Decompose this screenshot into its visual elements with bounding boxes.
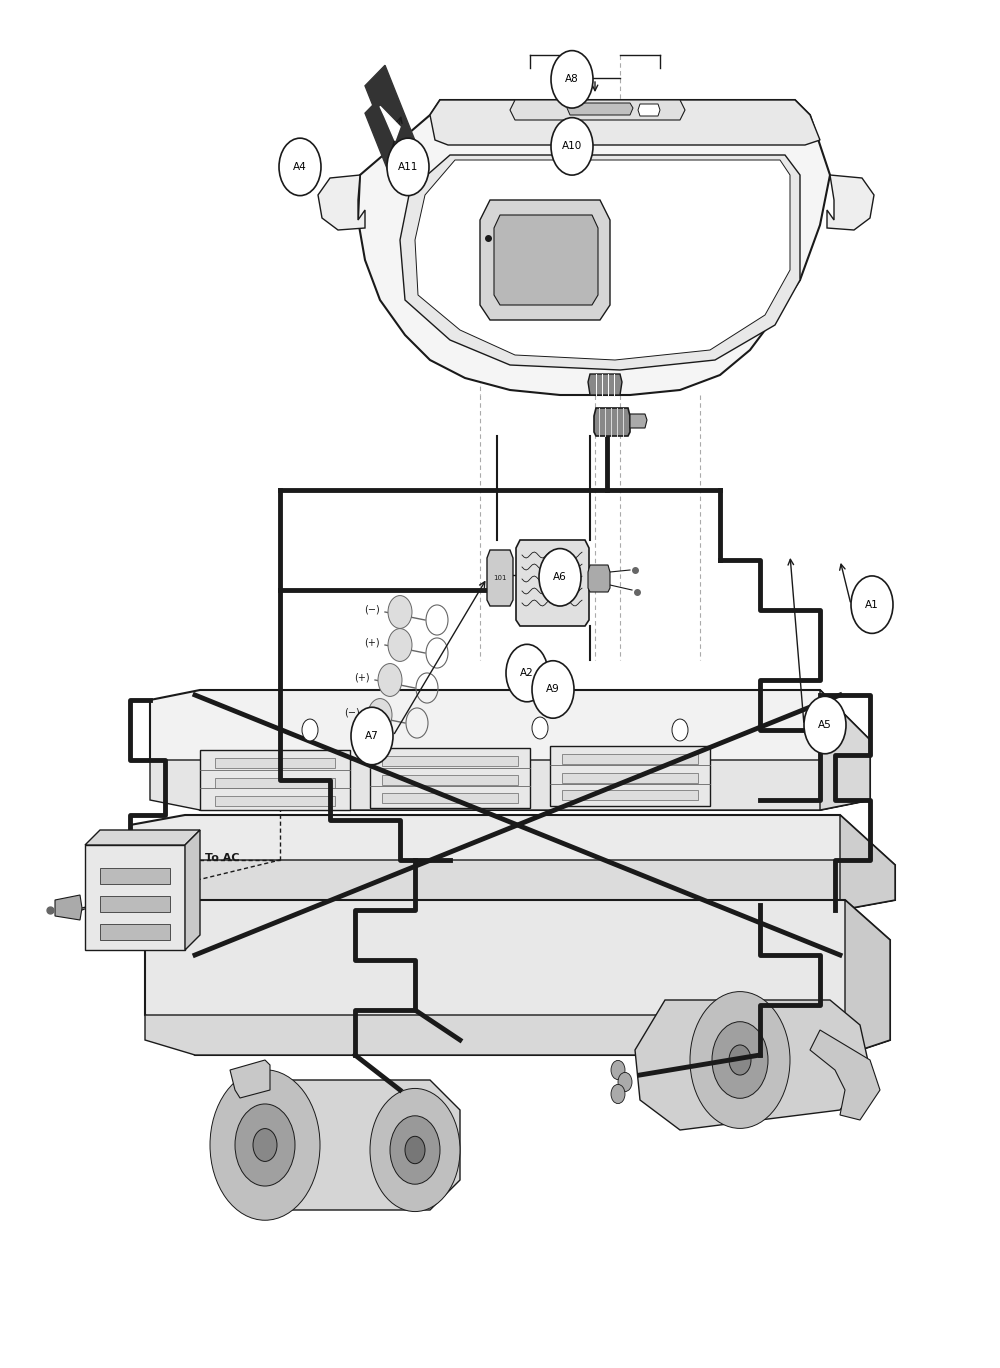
Text: (+): (+) <box>354 672 370 683</box>
Circle shape <box>405 1137 425 1164</box>
Circle shape <box>551 118 593 175</box>
Polygon shape <box>85 845 185 949</box>
Circle shape <box>235 1104 295 1186</box>
Text: A6: A6 <box>553 572 567 583</box>
Polygon shape <box>358 100 830 395</box>
Circle shape <box>210 1070 320 1220</box>
Polygon shape <box>430 100 820 145</box>
Polygon shape <box>510 100 685 120</box>
Polygon shape <box>562 789 698 800</box>
Polygon shape <box>567 103 633 115</box>
Polygon shape <box>635 1000 870 1130</box>
Text: A2: A2 <box>520 668 534 679</box>
Polygon shape <box>55 895 82 921</box>
Text: A5: A5 <box>818 720 832 731</box>
Polygon shape <box>365 66 415 161</box>
Text: (−): (−) <box>344 707 360 717</box>
Polygon shape <box>638 104 660 116</box>
Polygon shape <box>130 815 895 910</box>
Polygon shape <box>150 689 870 810</box>
Circle shape <box>387 138 429 196</box>
Circle shape <box>370 1089 460 1212</box>
Polygon shape <box>215 796 335 806</box>
Polygon shape <box>150 761 870 810</box>
Polygon shape <box>840 815 895 910</box>
Text: A7: A7 <box>365 731 379 741</box>
Polygon shape <box>145 1015 890 1055</box>
Circle shape <box>378 663 402 696</box>
Text: 101: 101 <box>493 575 507 581</box>
Polygon shape <box>562 773 698 782</box>
Circle shape <box>729 1045 751 1075</box>
Circle shape <box>390 1116 440 1185</box>
Polygon shape <box>415 160 790 360</box>
Polygon shape <box>185 830 200 949</box>
Text: A10: A10 <box>562 141 582 152</box>
Polygon shape <box>200 750 350 810</box>
Circle shape <box>388 628 412 661</box>
Text: A11: A11 <box>398 161 418 172</box>
Polygon shape <box>230 1079 460 1211</box>
Polygon shape <box>562 754 698 763</box>
Polygon shape <box>594 408 630 436</box>
Circle shape <box>618 1073 632 1092</box>
Circle shape <box>611 1085 625 1104</box>
Polygon shape <box>382 757 518 766</box>
Polygon shape <box>215 758 335 767</box>
Polygon shape <box>370 748 530 808</box>
Circle shape <box>302 720 318 741</box>
Text: A1: A1 <box>865 599 879 610</box>
Circle shape <box>368 699 392 732</box>
Polygon shape <box>215 778 335 788</box>
Polygon shape <box>380 107 400 141</box>
Polygon shape <box>516 540 589 627</box>
Polygon shape <box>588 565 610 592</box>
Polygon shape <box>588 373 622 395</box>
Polygon shape <box>365 93 415 189</box>
Text: To AC: To AC <box>205 854 240 863</box>
Polygon shape <box>100 869 170 884</box>
Polygon shape <box>230 1060 270 1099</box>
Polygon shape <box>480 200 610 320</box>
Polygon shape <box>400 155 800 369</box>
Circle shape <box>851 576 893 633</box>
Text: A8: A8 <box>565 74 579 85</box>
Polygon shape <box>550 746 710 806</box>
Polygon shape <box>382 793 518 803</box>
Polygon shape <box>810 1030 880 1120</box>
Circle shape <box>532 661 574 718</box>
Circle shape <box>532 717 548 739</box>
Polygon shape <box>820 689 870 810</box>
Polygon shape <box>100 923 170 940</box>
Circle shape <box>551 51 593 108</box>
Circle shape <box>388 595 412 628</box>
Polygon shape <box>145 900 890 1055</box>
Polygon shape <box>494 215 598 305</box>
Circle shape <box>539 549 581 606</box>
Text: (+): (+) <box>364 637 380 647</box>
Circle shape <box>672 720 688 741</box>
Polygon shape <box>827 175 874 230</box>
Polygon shape <box>382 776 518 785</box>
Circle shape <box>279 138 321 196</box>
Text: (−): (−) <box>364 605 380 614</box>
Circle shape <box>611 1060 625 1079</box>
Circle shape <box>804 696 846 754</box>
Polygon shape <box>487 550 513 606</box>
Polygon shape <box>630 415 647 428</box>
Circle shape <box>351 707 393 765</box>
Text: A4: A4 <box>293 161 307 172</box>
Circle shape <box>506 644 548 702</box>
Polygon shape <box>130 860 895 910</box>
Polygon shape <box>845 900 890 1055</box>
Circle shape <box>712 1022 768 1099</box>
Polygon shape <box>318 175 365 230</box>
Polygon shape <box>100 896 170 912</box>
Circle shape <box>690 992 790 1129</box>
Text: A9: A9 <box>546 684 560 695</box>
Circle shape <box>253 1129 277 1161</box>
Polygon shape <box>85 830 200 845</box>
